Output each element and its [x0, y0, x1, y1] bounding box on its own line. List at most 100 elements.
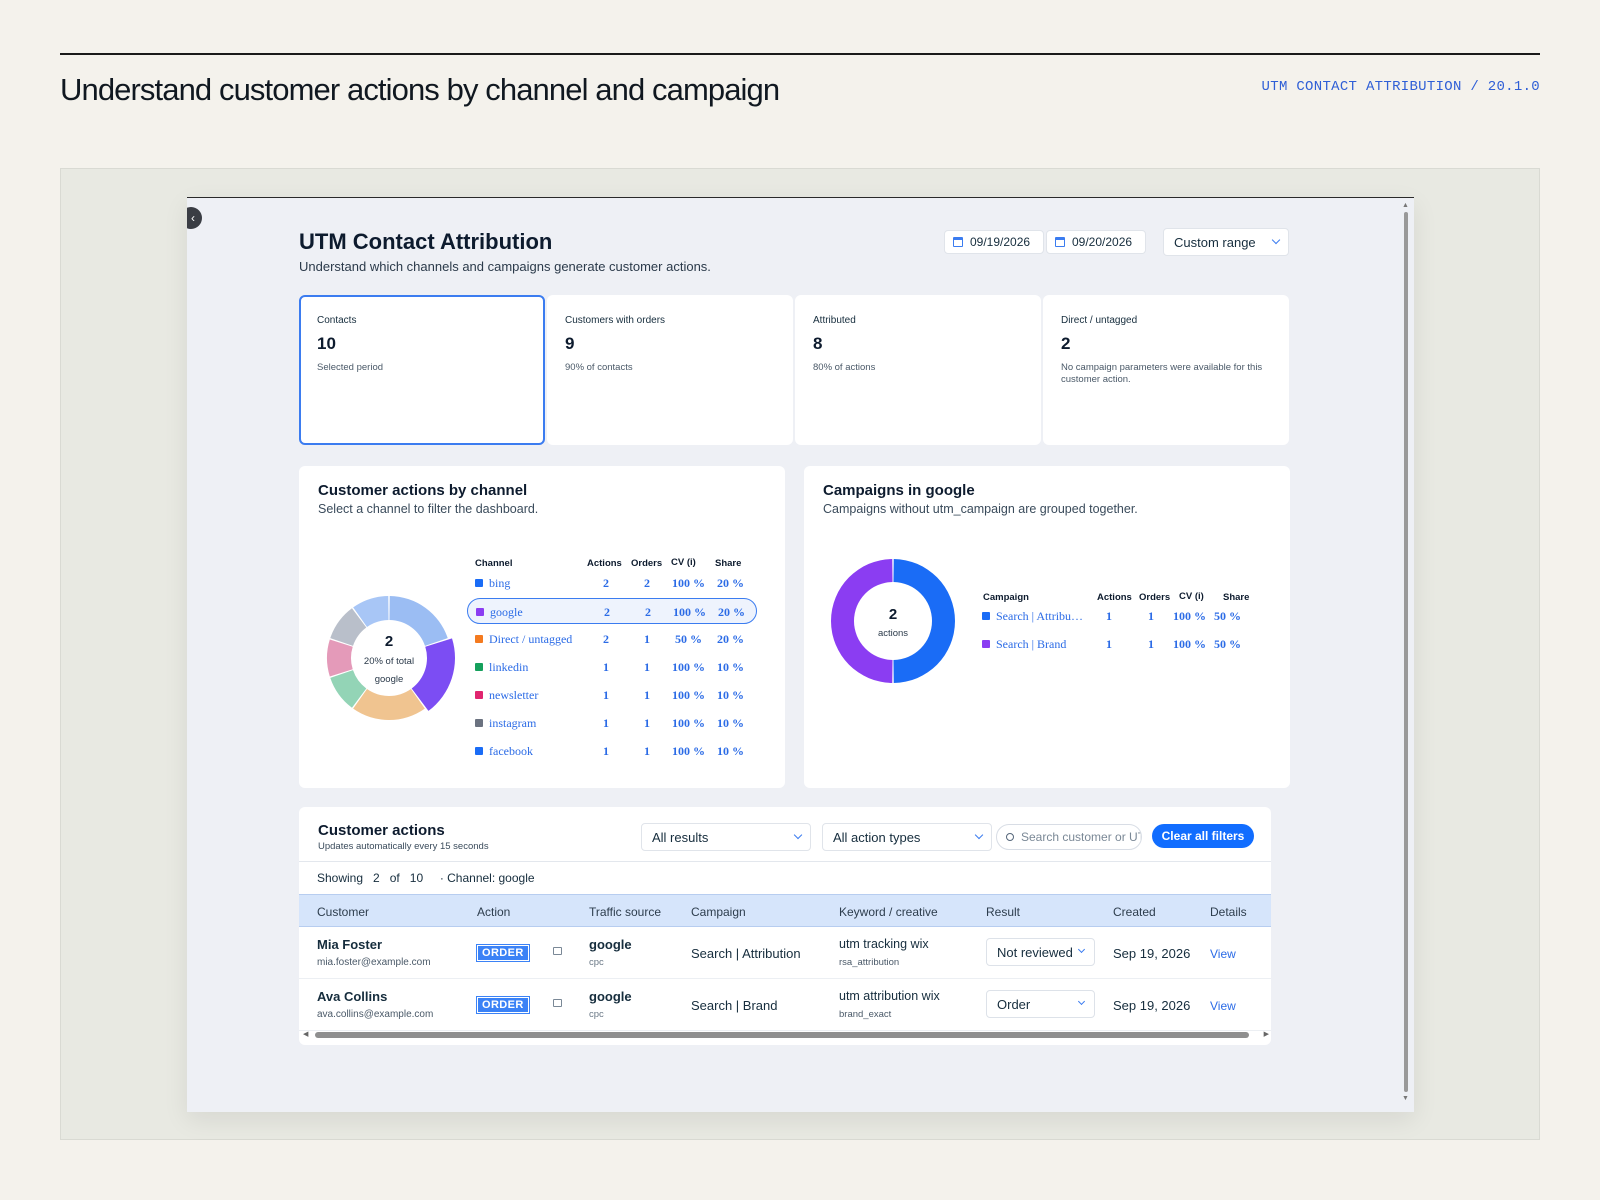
horizontal-scrollbar[interactable]: ◀ ▶: [303, 1030, 1269, 1040]
channel-row-bing[interactable]: bing 2 2 100 % 20 %: [467, 570, 757, 596]
traffic-medium: cpc: [589, 957, 604, 968]
customer-email: mia.foster@example.com: [317, 957, 431, 968]
stat-card-attributed[interactable]: Attributed 8 80% of actions: [795, 295, 1041, 445]
donut-slice-newsletter[interactable]: [327, 639, 353, 677]
chevron-down-icon: [1271, 235, 1281, 245]
channel-row-newsletter[interactable]: newsletter 1 1 100 % 10 %: [467, 682, 757, 708]
stat-value: 10: [317, 334, 336, 353]
results-filter-value: All results: [652, 829, 709, 845]
stat-card-direct-untagged[interactable]: Direct / untagged 2 No campaign paramete…: [1043, 295, 1289, 445]
table-row[interactable]: Ava Collins ava.collins@example.com ORDE…: [299, 979, 1271, 1031]
donut-slice-facebook[interactable]: [353, 596, 389, 627]
donut-slice-search-attribu[interactable]: [893, 559, 955, 683]
comment-icon[interactable]: [553, 947, 562, 955]
channel-name: google: [490, 605, 523, 619]
donut-center-caption: actions: [878, 628, 908, 639]
stat-card-contacts[interactable]: Contacts 10 Selected period: [299, 295, 545, 445]
campaign-row[interactable]: Search | Attribu… 1 1 100 % 50 %: [974, 603, 1264, 629]
range-select[interactable]: Custom range: [1163, 228, 1289, 256]
legend-swatch: [475, 691, 483, 699]
channel-row-linkedin[interactable]: linkedin 1 1 100 % 10 %: [467, 654, 757, 680]
channel-row-direct-untagged[interactable]: Direct / untagged 2 1 50 % 20 %: [467, 626, 757, 652]
date-to-field[interactable]: 09/20/2026: [1046, 230, 1146, 254]
channel-cv: 100 %: [673, 605, 706, 619]
donut-slice-direct-untagged[interactable]: [353, 689, 425, 720]
result-value: Not reviewed: [997, 945, 1073, 960]
scroll-down-icon[interactable]: ▼: [1402, 1095, 1409, 1102]
channel-row-google[interactable]: google 2 2 100 % 20 %: [467, 598, 757, 624]
th-details: Details: [1210, 905, 1247, 919]
legend-swatch: [982, 640, 990, 648]
stat-label: Direct / untagged: [1061, 315, 1138, 326]
donut-slice-bing[interactable]: [389, 596, 448, 646]
donut-slice-instagram[interactable]: [330, 608, 367, 646]
scroll-thumb[interactable]: [315, 1032, 1249, 1038]
col-header-share: Share: [1223, 592, 1250, 603]
calendar-icon: [953, 237, 963, 247]
channel-share: 20 %: [717, 632, 744, 646]
chevron-left-icon: ‹: [191, 211, 195, 225]
stat-label: Customers with orders: [565, 315, 666, 326]
donut-slice-linkedin[interactable]: [330, 670, 367, 708]
stat-caption: No campaign parameters were available fo…: [1061, 362, 1263, 385]
chevron-down-icon: [974, 830, 984, 840]
collapse-sidebar-button[interactable]: ‹: [187, 207, 202, 229]
customer-name: Ava Collins: [317, 989, 388, 1004]
search-input[interactable]: Search customer or UTM: [996, 824, 1142, 850]
calendar-icon: [1055, 237, 1065, 247]
channel-cv: 100 %: [672, 660, 705, 674]
action-type-filter-select[interactable]: All action types: [822, 823, 992, 851]
th-customer: Customer: [317, 905, 370, 919]
channel-actions: 2: [603, 632, 609, 646]
showing-count: 2: [373, 871, 380, 885]
stat-card-customers-with-orders[interactable]: Customers with orders 9 90% of contacts: [547, 295, 793, 445]
comment-icon[interactable]: [553, 999, 562, 1007]
campaign-cv: 100 %: [1173, 609, 1206, 623]
result-select[interactable]: Order: [986, 990, 1095, 1018]
results-filter-select[interactable]: All results: [641, 823, 811, 851]
chevron-down-icon: [1077, 945, 1086, 954]
clear-filters-button[interactable]: Clear all filters: [1152, 824, 1254, 848]
campaign-actions: 1: [1106, 609, 1112, 623]
channel-orders: 1: [644, 660, 650, 674]
legend-swatch: [476, 608, 484, 616]
stat-caption: 80% of actions: [813, 362, 876, 373]
channel-cv: 100 %: [672, 576, 705, 590]
legend-swatch: [475, 579, 483, 587]
col-header-channel: Channel: [475, 558, 513, 569]
channels-donut[interactable]: 2 20% of total google: [323, 592, 455, 724]
view-details-link[interactable]: View: [1210, 947, 1236, 961]
scroll-thumb[interactable]: [1404, 212, 1408, 1092]
scroll-up-icon[interactable]: ▲: [1402, 202, 1409, 209]
campaigns-donut[interactable]: 2 actions: [828, 556, 958, 686]
donut-slice-search-brand[interactable]: [831, 559, 893, 683]
scroll-left-icon[interactable]: ◀: [303, 1031, 309, 1038]
col-header-actions: Actions: [587, 558, 622, 569]
th-created: Created: [1113, 905, 1156, 919]
view-details-link[interactable]: View: [1210, 999, 1236, 1013]
traffic-source: google: [589, 937, 632, 952]
th-traffic-source: Traffic source: [589, 905, 662, 919]
vertical-scrollbar[interactable]: ▲ ▼: [1402, 202, 1410, 1102]
date-from-field[interactable]: 09/19/2026: [944, 230, 1044, 254]
result-select[interactable]: Not reviewed: [986, 938, 1095, 966]
channel-share: 10 %: [717, 688, 744, 702]
campaign-row[interactable]: Search | Brand 1 1 100 % 50 %: [974, 631, 1264, 657]
channel-name: linkedin: [489, 660, 529, 674]
active-filter-chip[interactable]: · Channel: google: [439, 871, 535, 885]
customer-email: ava.collins@example.com: [317, 1009, 434, 1020]
campaign-name: Search | Attribution: [691, 946, 801, 961]
showing-label: Showing: [317, 871, 364, 885]
donut-slice-google[interactable]: [411, 638, 455, 711]
channel-row-instagram[interactable]: instagram 1 1 100 % 10 %: [467, 710, 757, 736]
page-subtitle: Understand which channels and campaigns …: [299, 259, 711, 274]
created-date: Sep 19, 2026: [1113, 946, 1191, 961]
scroll-right-icon[interactable]: ▶: [1263, 1031, 1269, 1038]
channel-name: facebook: [489, 744, 533, 758]
channel-row-facebook[interactable]: facebook 1 1 100 % 10 %: [467, 738, 757, 764]
channel-actions: 1: [603, 660, 609, 674]
channel-name: instagram: [489, 716, 537, 730]
table-row[interactable]: Mia Foster mia.foster@example.com ORDER …: [299, 927, 1271, 979]
channel-orders: 1: [644, 716, 650, 730]
top-rule: [60, 53, 1540, 55]
